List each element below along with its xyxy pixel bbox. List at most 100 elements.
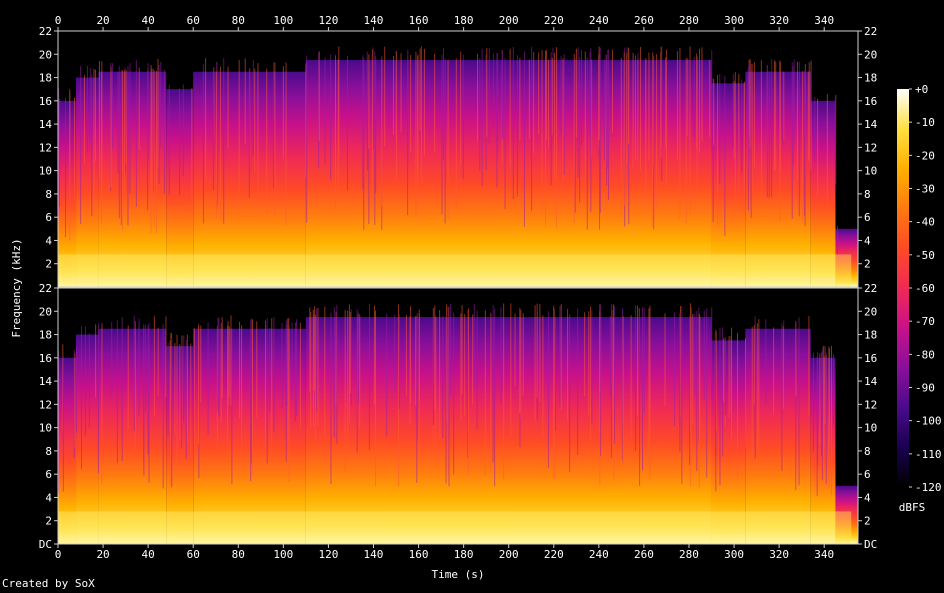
striation (639, 316, 641, 486)
striation (509, 48, 511, 167)
striation (798, 61, 800, 217)
striation (294, 322, 296, 422)
striation (560, 304, 562, 411)
x-tick-label-bottom: 0 (55, 548, 62, 561)
x-tick-label-bottom: 260 (634, 548, 654, 561)
striation (95, 324, 97, 398)
striation (613, 305, 615, 444)
striation (97, 323, 99, 473)
striation (523, 51, 525, 227)
striation (632, 52, 634, 168)
striation (766, 66, 768, 197)
striation (250, 319, 252, 482)
striation (648, 52, 650, 161)
credit-text: Created by SoX (2, 577, 95, 590)
striation (310, 311, 312, 429)
striation (371, 49, 373, 194)
striation (282, 66, 284, 159)
striation (171, 338, 173, 488)
striation (754, 316, 756, 459)
y-tick-label-left: 12 (39, 141, 52, 154)
striation (598, 46, 600, 140)
striation (798, 317, 800, 486)
striation (626, 52, 628, 165)
striation (528, 59, 530, 139)
striation (453, 312, 455, 475)
striation (793, 59, 795, 141)
striation (441, 54, 443, 215)
striation (660, 52, 662, 148)
y-tick-label-left: 22 (39, 25, 52, 38)
striation (447, 59, 449, 220)
striation (719, 73, 721, 185)
striation (461, 304, 463, 395)
striation (148, 322, 150, 483)
striation (637, 58, 639, 162)
striation (559, 306, 561, 407)
striation (687, 58, 689, 137)
x-tick-label-top: 220 (544, 14, 564, 27)
striation (80, 326, 82, 470)
spectrum-segment (76, 77, 99, 287)
striation (690, 307, 692, 464)
striation (562, 58, 564, 180)
striation (584, 51, 586, 189)
striation (743, 82, 745, 212)
x-tick-label-bottom: 120 (318, 548, 338, 561)
striation (324, 57, 326, 166)
striation (170, 332, 172, 486)
x-tick-label-bottom: 100 (273, 548, 293, 561)
striation (665, 57, 667, 148)
striation (384, 46, 386, 147)
striation (484, 310, 486, 477)
striation (217, 317, 219, 412)
striation (485, 54, 487, 170)
striation (335, 311, 337, 406)
striation (753, 324, 755, 405)
striation (86, 65, 88, 153)
x-tick-label-top: 20 (96, 14, 109, 27)
striation (522, 312, 524, 396)
colorbar-tick-label: -10 (915, 116, 935, 129)
striation (423, 48, 425, 156)
striation (472, 314, 474, 405)
striation (439, 310, 441, 440)
x-tick-label-bottom: 320 (769, 548, 789, 561)
striation (58, 350, 60, 494)
striation (620, 57, 622, 218)
striation (143, 326, 145, 476)
y-tick-label-right: 8 (864, 188, 871, 201)
striation (723, 338, 725, 402)
striation (227, 320, 229, 406)
striation (760, 60, 762, 201)
striation (551, 57, 553, 136)
striation (656, 54, 658, 205)
striation (722, 327, 724, 457)
striation (732, 74, 734, 147)
striation (138, 67, 140, 151)
striation (494, 308, 496, 487)
striation (817, 98, 819, 198)
colorbar-tick-label: -60 (915, 282, 935, 295)
striation (91, 74, 93, 217)
striation (628, 47, 630, 144)
colorbar-tick-label: -50 (915, 249, 935, 262)
striation (591, 309, 593, 424)
x-tick-label-top: 100 (273, 14, 293, 27)
x-tick-label-bottom: 20 (96, 548, 109, 561)
striation (717, 74, 719, 226)
striation (599, 310, 601, 393)
y-tick-label-left: 6 (45, 211, 52, 224)
striation (153, 70, 155, 228)
striation (599, 51, 601, 230)
striation (101, 61, 103, 198)
striation (59, 98, 61, 208)
striation (124, 67, 126, 174)
striation (273, 62, 275, 189)
striation (795, 323, 797, 491)
striation (694, 314, 696, 395)
striation (611, 49, 613, 133)
striation (711, 50, 713, 150)
striation (496, 52, 498, 188)
